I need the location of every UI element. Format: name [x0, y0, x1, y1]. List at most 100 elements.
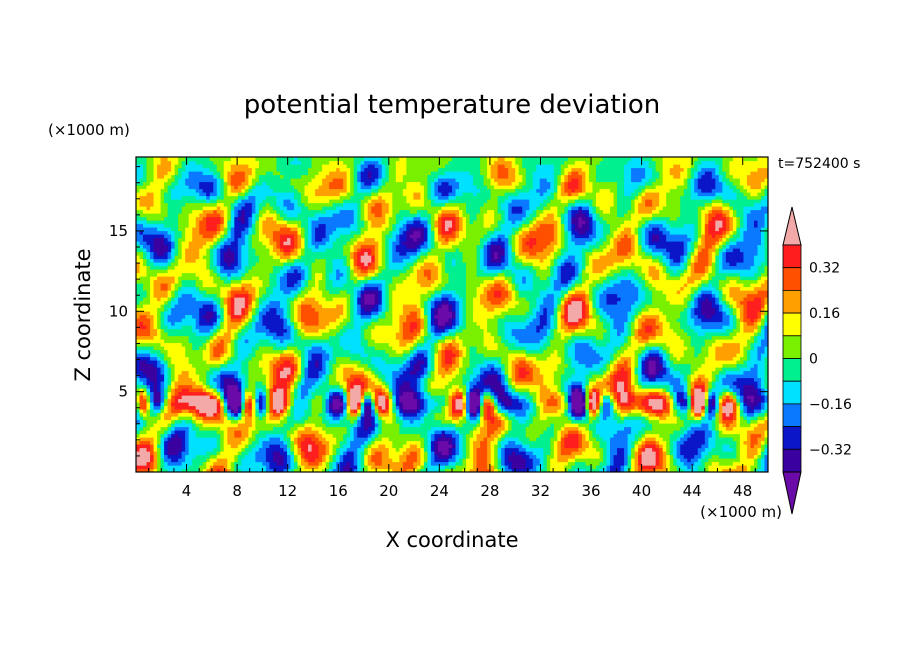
heatmap-cell: [680, 388, 685, 393]
heatmap-cell: [722, 377, 727, 382]
heatmap-cell: [750, 405, 755, 410]
heatmap-cell: [511, 454, 516, 459]
heatmap-cell: [641, 412, 646, 417]
heatmap-cell: [560, 402, 565, 407]
heatmap-cell: [455, 391, 460, 396]
heatmap-cell: [392, 395, 397, 400]
heatmap-cell: [511, 374, 516, 379]
heatmap-cell: [578, 447, 583, 452]
heatmap-cell: [276, 412, 281, 417]
heatmap-cell: [448, 384, 453, 389]
heatmap-cell: [504, 447, 509, 452]
heatmap-cell: [571, 451, 576, 456]
heatmap-cell: [322, 426, 327, 431]
heatmap-cell: [550, 433, 555, 438]
heatmap-cell: [501, 416, 506, 421]
heatmap-cell: [202, 402, 207, 407]
heatmap-cell: [444, 461, 450, 466]
heatmap-cell: [350, 440, 355, 445]
heatmap-cell: [157, 465, 162, 470]
heatmap-cell: [753, 468, 759, 472]
heatmap-cell: [697, 426, 702, 431]
heatmap-cell: [258, 405, 263, 410]
heatmap-cell: [715, 381, 720, 386]
heatmap-cell: [385, 377, 390, 382]
heatmap-cell: [213, 454, 218, 459]
heatmap-cell: [574, 433, 579, 438]
heatmap-cell: [346, 454, 351, 459]
heatmap-cell: [610, 426, 615, 431]
heatmap-cell: [213, 384, 218, 389]
heatmap-cell: [673, 423, 678, 428]
heatmap-cell: [725, 416, 730, 421]
heatmap-cell: [371, 398, 376, 403]
heatmap-cell: [476, 377, 481, 382]
heatmap-cell: [578, 444, 583, 449]
heatmap-cell: [680, 437, 685, 442]
heatmap-cell: [269, 458, 274, 463]
heatmap-cell: [508, 430, 513, 435]
heatmap-cell: [385, 391, 390, 396]
heatmap-cell: [192, 444, 197, 449]
heatmap-cell: [669, 468, 674, 472]
heatmap-cell: [567, 444, 572, 449]
heatmap-cell: [402, 384, 407, 389]
heatmap-cell: [557, 405, 562, 410]
heatmap-cell: [627, 454, 632, 459]
heatmap-cell: [318, 398, 323, 403]
heatmap-cell: [466, 444, 471, 449]
heatmap-cell: [290, 430, 295, 435]
heatmap-cell: [255, 423, 260, 428]
heatmap-cell: [739, 398, 745, 403]
heatmap-cell: [452, 465, 457, 470]
heatmap-cell: [701, 454, 706, 459]
heatmap-cell: [750, 388, 755, 393]
heatmap-cell: [223, 458, 228, 463]
heatmap-cell: [160, 451, 165, 456]
heatmap-cell: [255, 402, 260, 407]
heatmap-cell: [388, 377, 393, 382]
heatmap-cell: [546, 433, 551, 438]
heatmap-cell: [676, 440, 681, 445]
heatmap-cell: [746, 451, 752, 456]
heatmap-cell: [220, 451, 225, 456]
heatmap-cell: [725, 423, 730, 428]
heatmap-cell: [729, 451, 734, 456]
heatmap-cell: [248, 405, 253, 410]
heatmap-cell: [336, 451, 341, 456]
heatmap-cell: [613, 465, 618, 470]
heatmap-cell: [195, 398, 200, 403]
heatmap-cell: [715, 433, 720, 438]
heatmap-cell: [357, 423, 362, 428]
heatmap-cell: [606, 388, 611, 393]
heatmap-cell: [739, 384, 745, 389]
heatmap-cell: [480, 377, 485, 382]
heatmap-cell: [409, 419, 414, 424]
heatmap-cell: [469, 419, 474, 424]
heatmap-cell: [350, 409, 355, 414]
heatmap-cell: [659, 465, 664, 470]
heatmap-cell: [308, 419, 313, 424]
heatmap-cell: [631, 461, 636, 466]
heatmap-cell: [346, 433, 351, 438]
heatmap-cell: [294, 395, 299, 400]
heatmap-cell: [153, 440, 158, 445]
heatmap-cell: [311, 430, 316, 435]
heatmap-cell: [631, 458, 636, 463]
heatmap-cell: [739, 416, 745, 421]
heatmap-cell: [325, 465, 330, 470]
heatmap-cell: [638, 419, 643, 424]
heatmap-cell: [613, 447, 618, 452]
heatmap-cell: [592, 395, 597, 400]
heatmap-cell: [399, 402, 404, 407]
heatmap-cell: [708, 451, 713, 456]
heatmap-cell: [353, 398, 358, 403]
heatmap-cell: [350, 451, 355, 456]
heatmap-cell: [206, 398, 211, 403]
heatmap-cell: [662, 391, 667, 396]
heatmap-cell: [395, 433, 400, 438]
heatmap-cell: [560, 398, 565, 403]
heatmap-cell: [750, 430, 755, 435]
heatmap-cell: [174, 437, 179, 442]
heatmap-cell: [318, 423, 323, 428]
